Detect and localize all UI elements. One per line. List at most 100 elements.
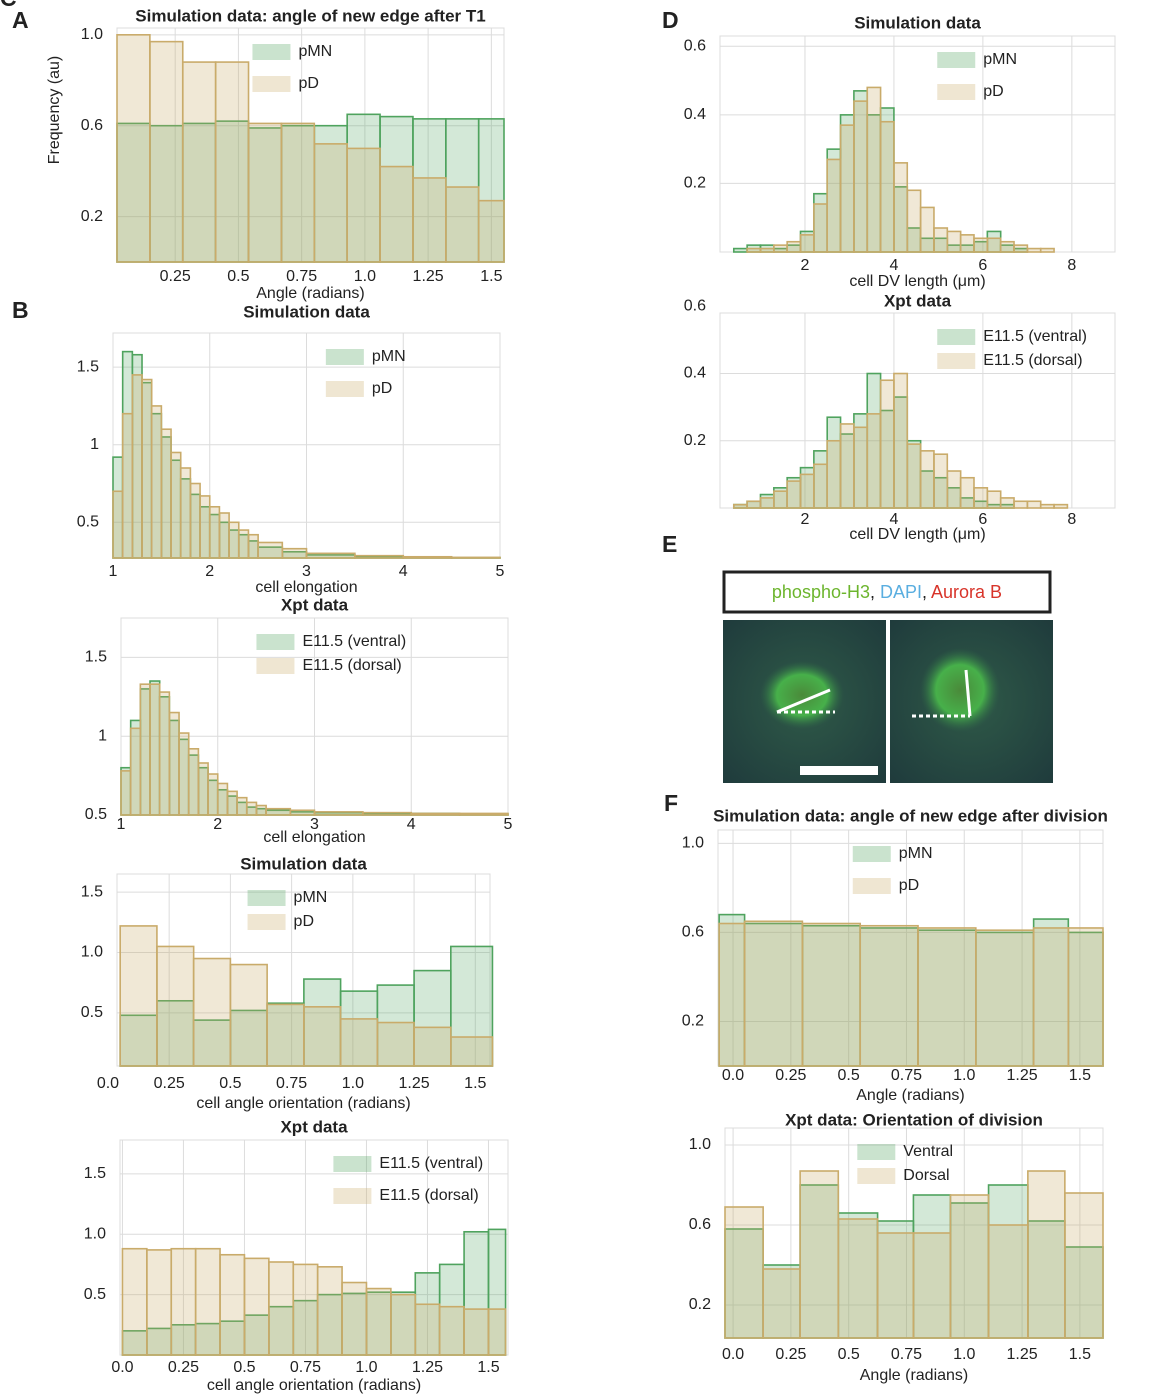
- series: [116, 34, 505, 263]
- histogram-bar: [1064, 1246, 1104, 1339]
- histogram-bar: [859, 924, 919, 1067]
- histogram-bar: [243, 1257, 270, 1356]
- legend-swatch: [252, 44, 291, 60]
- legend-swatch: [325, 349, 364, 365]
- histogram-bar: [458, 812, 509, 816]
- histogram-bar: [853, 100, 869, 253]
- histogram-bar: [759, 247, 775, 253]
- legend-label: pMN: [298, 43, 332, 60]
- histogram-bar: [192, 957, 232, 1067]
- y-tick-label: 0.6: [81, 117, 103, 134]
- histogram-bar: [170, 451, 182, 559]
- histogram-bar: [1026, 500, 1042, 509]
- x-tick-label: 2: [801, 257, 810, 274]
- histogram-bar: [280, 122, 316, 263]
- histogram-bar: [266, 1002, 305, 1067]
- chart-title: Simulation data: [240, 854, 367, 873]
- stain-label: ,: [870, 582, 880, 602]
- y-tick-label: 0.6: [689, 1216, 711, 1233]
- histogram-bar: [226, 790, 238, 816]
- histogram-bar: [120, 770, 132, 816]
- x-tick-label: 1.0: [355, 1359, 377, 1376]
- histogram-bar: [933, 227, 949, 253]
- legend-label: E11.5 (dorsal): [302, 657, 401, 674]
- histogram-bar: [305, 552, 356, 559]
- x-tick-label: 4: [407, 816, 416, 833]
- histogram-bar: [799, 1170, 840, 1339]
- histogram-bar: [773, 244, 788, 253]
- histogram-bar: [245, 801, 258, 816]
- legend-label: pD: [983, 83, 1003, 100]
- series: [121, 1247, 507, 1356]
- x-tick-label: 0.25: [775, 1346, 806, 1363]
- x-tick-label: 3: [302, 563, 311, 580]
- y-tick-label: 1.0: [81, 26, 103, 43]
- series: [718, 920, 1104, 1067]
- y-tick-label: 0.4: [684, 106, 706, 123]
- x-axis-label: cell angle orientation (radians): [196, 1095, 410, 1112]
- x-tick-label: 1.25: [1006, 1067, 1037, 1084]
- histogram-bar: [959, 476, 975, 509]
- series: [120, 683, 509, 816]
- histogram-bar: [746, 500, 762, 509]
- panel-label: D: [662, 7, 679, 33]
- x-tick-label: 8: [1067, 257, 1076, 274]
- histogram-bar: [412, 177, 447, 263]
- histogram-bar: [219, 1320, 246, 1356]
- legend-label: E11.5 (ventral): [379, 1155, 483, 1172]
- y-tick-label: 0.6: [684, 297, 706, 314]
- legend-swatch: [937, 353, 976, 369]
- histogram-bar: [257, 541, 284, 559]
- y-tick-label: 1.0: [84, 1225, 106, 1242]
- x-tick-label: 1: [117, 816, 126, 833]
- histogram-bar: [879, 379, 895, 509]
- histogram-bar: [168, 711, 180, 816]
- histogram-bar: [1039, 503, 1055, 509]
- y-tick-label: 1.0: [682, 835, 704, 852]
- histogram-bar: [999, 497, 1015, 509]
- histogram-bar: [303, 1006, 342, 1067]
- histogram-bar: [139, 683, 151, 816]
- histogram-bar: [156, 945, 195, 1067]
- legend-label: pD: [294, 913, 314, 930]
- x-tick-label: 5: [496, 563, 505, 580]
- histogram-bar: [141, 378, 153, 559]
- plot-frame: [717, 829, 1104, 1067]
- x-axis-label: cell angle orientation (radians): [207, 1377, 421, 1394]
- chart-title: Simulation data: angle of new edge after…: [713, 806, 1108, 825]
- histogram-bar: [732, 247, 748, 253]
- histogram-bar: [339, 1018, 379, 1067]
- legend-label: E11.5 (dorsal): [983, 352, 1082, 369]
- x-tick-label: 1.5: [477, 1359, 499, 1376]
- x-tick-label: 0.75: [891, 1067, 922, 1084]
- legend-swatch: [852, 846, 891, 862]
- histogram-bar: [773, 490, 788, 509]
- histogram-bar: [853, 426, 869, 509]
- legend-box: [722, 570, 1052, 614]
- series: [732, 372, 1069, 509]
- histogram-bar: [414, 1272, 441, 1356]
- y-tick-label: 1: [90, 436, 99, 453]
- legend-swatch: [937, 52, 976, 68]
- histogram-bar: [917, 927, 977, 1067]
- histogram-bar: [268, 1261, 295, 1356]
- x-tick-label: 0.5: [219, 1075, 241, 1092]
- chart-title: Xpt data: [884, 291, 952, 310]
- histogram-bar: [365, 1287, 392, 1356]
- histogram-bar: [402, 555, 453, 559]
- legend-swatch: [325, 381, 364, 397]
- x-axis-label: Angle (radians): [256, 285, 365, 302]
- histogram-bar: [1032, 927, 1070, 1067]
- histogram-bar: [237, 529, 250, 559]
- stain-label: DAPI: [880, 582, 922, 602]
- x-axis-label: cell elongation: [255, 579, 357, 596]
- histogram-bar: [1039, 247, 1055, 253]
- stain-label: phospho-H3: [772, 582, 870, 602]
- panel-label: A: [12, 7, 29, 33]
- series: [119, 925, 494, 1067]
- x-tick-label: 0.5: [227, 268, 249, 285]
- legend-swatch: [333, 1156, 372, 1172]
- y-tick-label: 0.2: [684, 432, 706, 449]
- histogram-bar: [893, 372, 909, 509]
